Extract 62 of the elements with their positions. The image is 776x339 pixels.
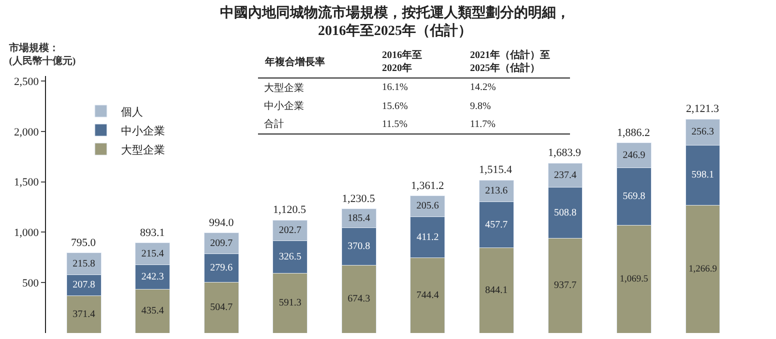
annotation: 9.8% (470, 101, 491, 112)
annotation: 11.7% (470, 119, 496, 130)
data-label: 326.5 (278, 251, 302, 262)
data-label: 411.2 (416, 232, 439, 243)
total-label: 893.1 (140, 227, 165, 239)
y-tick-label: 1,500 (14, 176, 40, 189)
data-label: 215.4 (141, 248, 164, 260)
data-label: 1,266.9 (688, 264, 718, 275)
y-tick-label: 1,000 (14, 227, 40, 240)
total-label: 1,886.2 (617, 127, 650, 139)
annotation: 中小企業 (264, 100, 304, 112)
data-label: 246.9 (622, 150, 646, 161)
data-label: 215.8 (72, 258, 96, 270)
data-label: 207.8 (72, 280, 96, 291)
total-label: 1,230.5 (342, 193, 376, 205)
data-label: 744.4 (416, 290, 439, 301)
legend-label: 大型企業 (120, 143, 165, 156)
total-label: 1,361.2 (411, 180, 444, 192)
annotation: 14.2% (470, 82, 496, 93)
data-label: 1,069.5 (620, 274, 648, 284)
legend-label: 個人 (120, 106, 143, 118)
data-label: 185.4 (348, 212, 370, 224)
total-label: 2,121.3 (686, 103, 720, 115)
chart-title: 中國內地同城物流市場規模，按托運人類型劃分的明細， 2016年至2025年（估計） (220, 4, 570, 40)
y-tick-label: 500 (22, 277, 40, 290)
text: 2016年至 2020年 (382, 49, 422, 74)
text: 年複合增長率 (264, 56, 325, 68)
data-label: 435.4 (141, 306, 164, 317)
data-label: 504.7 (210, 302, 233, 314)
data-label: 371.4 (72, 308, 96, 320)
annotation: 16.1% (382, 82, 408, 93)
data-label: 279.6 (210, 262, 233, 274)
total-label: 994.0 (209, 217, 234, 229)
data-label: 237.4 (554, 170, 576, 181)
data-label: 205.6 (416, 200, 439, 212)
y-tick-label: 2,000 (14, 126, 40, 138)
data-label: 674.3 (348, 294, 370, 305)
data-label: 242.3 (141, 271, 164, 282)
total-label: 1,683.9 (548, 147, 582, 159)
annotation: 15.6% (382, 101, 408, 112)
annotation: 合計 (264, 118, 284, 130)
legend-label: 中小企業 (120, 124, 165, 138)
data-label: 598.1 (691, 170, 714, 181)
data-label: 591.3 (278, 298, 302, 309)
data-label: 508.8 (554, 207, 576, 218)
y-axis-title: 市場規模： (人民幣十億元) (8, 42, 76, 67)
data-label: 457.7 (485, 219, 508, 230)
y-tick-label: 2,500 (14, 76, 40, 88)
data-label: 202.7 (278, 224, 302, 236)
data-label: 844.1 (485, 284, 508, 296)
total-label: 795.0 (71, 237, 96, 249)
data-label: 569.8 (622, 190, 646, 202)
total-label: 1,515.4 (479, 164, 512, 176)
total-label: 1,120.5 (273, 204, 306, 216)
data-label: 256.3 (691, 126, 714, 138)
data-label: 213.6 (485, 186, 508, 197)
annotation: 大型企業 (264, 82, 304, 94)
data-label: 209.7 (210, 238, 233, 249)
data-label: 370.8 (348, 240, 370, 252)
text: 2021年（估計）至 2025年（估計） (470, 49, 550, 74)
annotation: 11.5% (382, 119, 408, 130)
data-label: 937.7 (554, 280, 576, 292)
